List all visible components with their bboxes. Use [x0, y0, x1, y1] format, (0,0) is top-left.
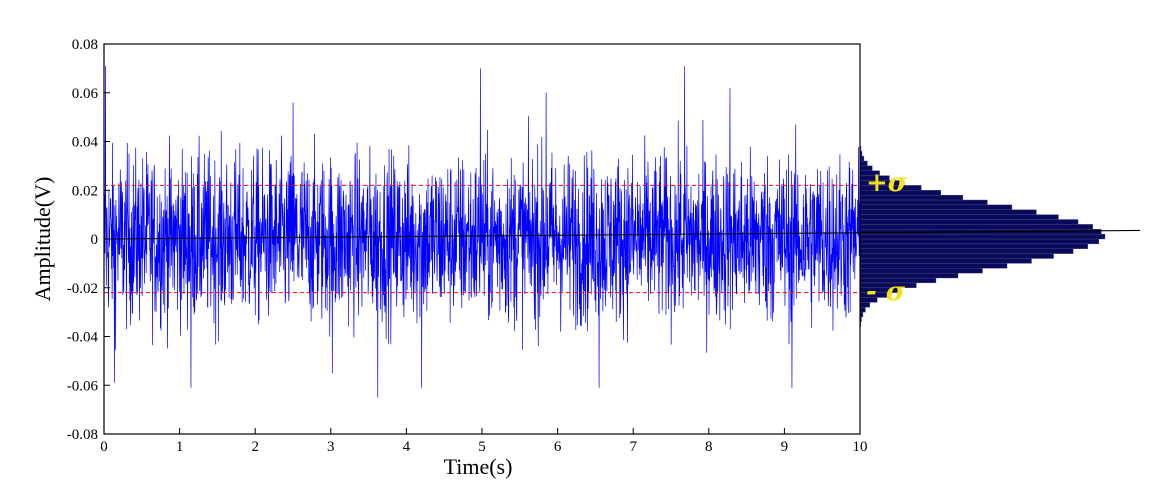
y-tick-label: -0.02 — [67, 281, 98, 297]
x-tick-label: 5 — [478, 439, 486, 455]
x-tick-label: 7 — [629, 439, 637, 455]
signal-series-line — [103, 65, 861, 398]
x-tick-label: 9 — [781, 439, 789, 455]
x-tick-label: 10 — [853, 439, 868, 455]
y-tick-label: -0.06 — [67, 378, 99, 394]
histogram-bar — [859, 219, 1079, 225]
histogram-bar — [859, 307, 866, 313]
x-tick-label: 6 — [554, 439, 562, 455]
histogram-bar — [859, 243, 1089, 249]
axis-ticks: 0 1 2 3 4 5 6 7 8 9 10 0.08 0.06 0.04 0.02 0 -0.02 -0.04 -… — [67, 37, 868, 455]
histogram-bar — [859, 238, 1100, 245]
histogram-bar — [859, 160, 868, 167]
y-tick-label: 0 — [91, 232, 99, 248]
y-axis-title: Amplitude(V) — [30, 177, 55, 302]
x-tick-label: 4 — [403, 439, 411, 455]
signal-layer — [103, 65, 861, 398]
histogram-bar — [859, 224, 1093, 230]
y-tick-label: -0.08 — [67, 427, 98, 443]
histogram-bar — [859, 268, 983, 274]
plus-sigma-label: +σ — [866, 168, 908, 198]
y-tick-label: -0.04 — [67, 330, 99, 346]
histogram-bar — [859, 248, 1074, 254]
x-tick-label: 1 — [176, 439, 184, 455]
histogram-bar — [859, 263, 1008, 269]
minus-sigma-label: - σ — [866, 277, 906, 307]
histogram-bar — [859, 209, 1037, 215]
histogram-bar — [859, 199, 988, 206]
x-axis-title: Time(s) — [444, 454, 513, 479]
histogram-bar — [859, 214, 1059, 220]
x-tick-label: 8 — [705, 439, 713, 455]
y-tick-label: 0.06 — [72, 86, 99, 102]
zero-mean-line — [103, 229, 1141, 240]
histogram-bar — [859, 258, 1032, 264]
y-tick-label: 0.04 — [72, 135, 99, 151]
x-tick-label: 0 — [100, 439, 108, 455]
y-tick-label: 0.02 — [72, 183, 98, 199]
histogram-bar — [859, 204, 1013, 210]
y-tick-label: 0.08 — [72, 37, 98, 53]
histogram-bar — [859, 233, 1106, 240]
x-tick-label: 3 — [327, 439, 335, 455]
reference-lines — [103, 184, 1141, 294]
histogram-bar — [859, 253, 1054, 259]
x-tick-label: 2 — [251, 439, 259, 455]
